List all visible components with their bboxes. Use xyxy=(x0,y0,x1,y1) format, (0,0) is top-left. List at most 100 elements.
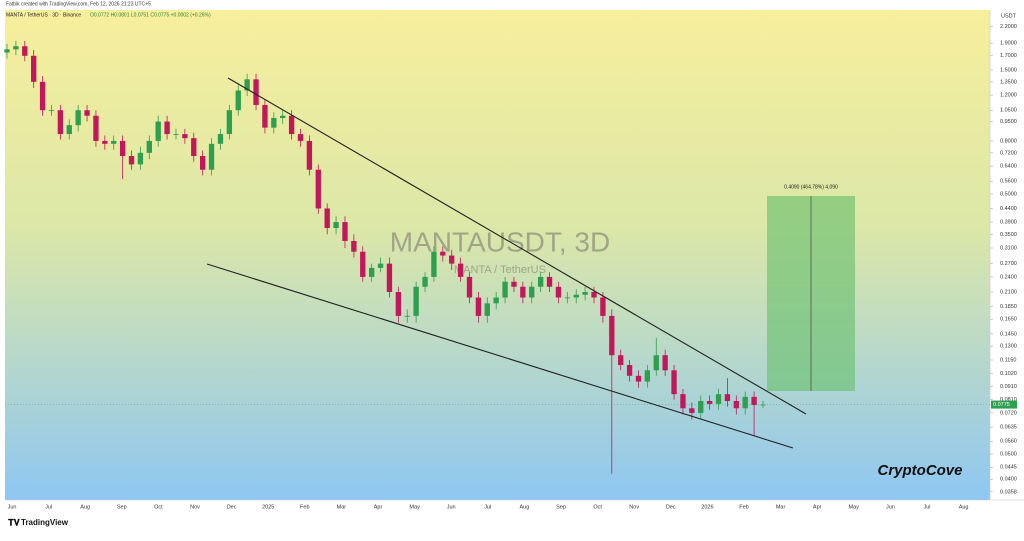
y-tick-label: 0.3500 xyxy=(1000,232,1017,238)
x-tick-label: Apr xyxy=(374,504,383,510)
candle-body xyxy=(404,315,410,317)
candle-body xyxy=(653,355,659,371)
y-tick-label: 0.3900 xyxy=(1000,220,1017,226)
y-tick-label: 0.0500 xyxy=(1000,452,1017,458)
trendline-lower xyxy=(206,263,794,449)
candle-body xyxy=(395,292,402,316)
y-tick-label: 0.8000 xyxy=(1000,138,1017,144)
x-tick-label: Jul xyxy=(484,504,491,510)
candle-body xyxy=(75,110,81,126)
candle-body xyxy=(368,267,375,277)
candle-body xyxy=(715,394,722,404)
candle-body xyxy=(689,408,695,413)
x-tick-label: Jul xyxy=(45,504,52,510)
candle-body xyxy=(591,292,597,298)
candle-body xyxy=(191,138,197,157)
y-tick-label: 0.1020 xyxy=(1000,371,1017,377)
candle-body xyxy=(164,121,170,135)
y-tick-label: 1.7000 xyxy=(1000,53,1017,59)
x-tick-label: Aug xyxy=(520,504,530,510)
candle-body xyxy=(57,110,64,135)
y-tick-label: 1.9000 xyxy=(1000,41,1017,47)
measure-label: 0.4090 (464.78%) 4,090 xyxy=(784,184,838,190)
candle-body xyxy=(226,110,233,135)
candle-body xyxy=(582,292,588,295)
ohlc: O0.0772 H0.0801 L0.0751 C0.0775 +0.0002 … xyxy=(90,12,211,18)
x-tick-label: Nov xyxy=(629,504,639,510)
y-tick-label: 0.1650 xyxy=(1000,317,1017,323)
candle-body xyxy=(529,286,535,298)
candle-body xyxy=(31,55,37,82)
candle-body xyxy=(342,222,348,241)
candle-body xyxy=(724,394,731,402)
candle-body xyxy=(66,125,72,135)
candle-body xyxy=(244,79,250,91)
y-tick-label: 0.1850 xyxy=(1000,304,1017,310)
y-tick-label: 0.3100 xyxy=(1000,245,1017,251)
x-tick-label: Mar xyxy=(337,504,347,510)
x-tick-label: Jun xyxy=(8,504,17,510)
candle-body xyxy=(22,46,28,56)
candle-body xyxy=(288,115,295,135)
watermark-sub: MANTA / TetherUS xyxy=(454,264,546,276)
x-tick-label: Jun xyxy=(886,504,895,510)
y-tick-label: 0.7200 xyxy=(1000,150,1017,156)
candle-body xyxy=(155,121,161,141)
x-tick-label: Dec xyxy=(666,504,676,510)
candles xyxy=(4,40,766,474)
x-tick-label: Jul xyxy=(923,504,930,510)
price-tag-label: 0.0775 xyxy=(993,402,1010,408)
x-tick-label: Jun xyxy=(447,504,456,510)
y-tick-label: 0.2700 xyxy=(1000,261,1017,267)
candle-body xyxy=(333,222,339,229)
candle-body xyxy=(520,286,526,298)
candle-body xyxy=(502,281,508,298)
candle-body xyxy=(217,134,224,144)
candle-body xyxy=(431,251,437,277)
trendline-upper xyxy=(227,77,807,415)
candle-body xyxy=(235,90,241,111)
candle-body xyxy=(93,115,99,141)
y-tick-label: 1.2000 xyxy=(1000,93,1017,99)
x-tick-label: Feb xyxy=(300,504,309,510)
y-tick-label: 0.0635 xyxy=(1000,425,1017,431)
candle-body xyxy=(733,401,739,409)
y-tick-label: 0.1150 xyxy=(1000,357,1016,363)
candle-body xyxy=(537,276,544,287)
candle-body xyxy=(128,156,135,165)
candle-body xyxy=(182,134,188,139)
candle-body xyxy=(475,297,482,316)
y-tick-label: 0.1300 xyxy=(1000,344,1017,350)
x-tick-label: Sep xyxy=(117,504,127,510)
y-tick-label: 0.4400 xyxy=(1000,206,1017,212)
currency: USDT xyxy=(1001,13,1017,19)
candle-body xyxy=(422,276,428,287)
candle-body xyxy=(351,240,357,252)
credit: Fatbik created with TradingView.com, Feb… xyxy=(6,1,151,7)
y-tick-label: 0.2100 xyxy=(1000,289,1017,295)
candle-body xyxy=(671,370,677,395)
candle-body xyxy=(173,134,179,135)
x-tick-label: Sep xyxy=(556,504,566,510)
candle-body xyxy=(111,140,117,144)
candle-body xyxy=(457,263,464,277)
candle-body xyxy=(13,46,19,50)
candle-body xyxy=(377,263,384,268)
candle-body xyxy=(324,208,330,229)
candle-body xyxy=(564,297,570,299)
candle-body xyxy=(635,375,642,382)
candle-body xyxy=(751,396,757,406)
y-tick-label: 0.6400 xyxy=(1000,164,1017,170)
symbol: MANTA / TetherUS · 3D · Binance xyxy=(6,12,81,18)
candle-body xyxy=(386,263,393,293)
candle-body xyxy=(466,276,473,298)
x-tick-label: Apr xyxy=(813,504,822,510)
candle-body xyxy=(137,152,144,165)
y-tick-label: 0.0445 xyxy=(1000,465,1017,471)
candle-body xyxy=(119,140,126,157)
candle-body xyxy=(297,134,304,141)
candle-body xyxy=(449,255,455,264)
candle-body xyxy=(644,370,651,382)
candle-body xyxy=(662,355,668,371)
